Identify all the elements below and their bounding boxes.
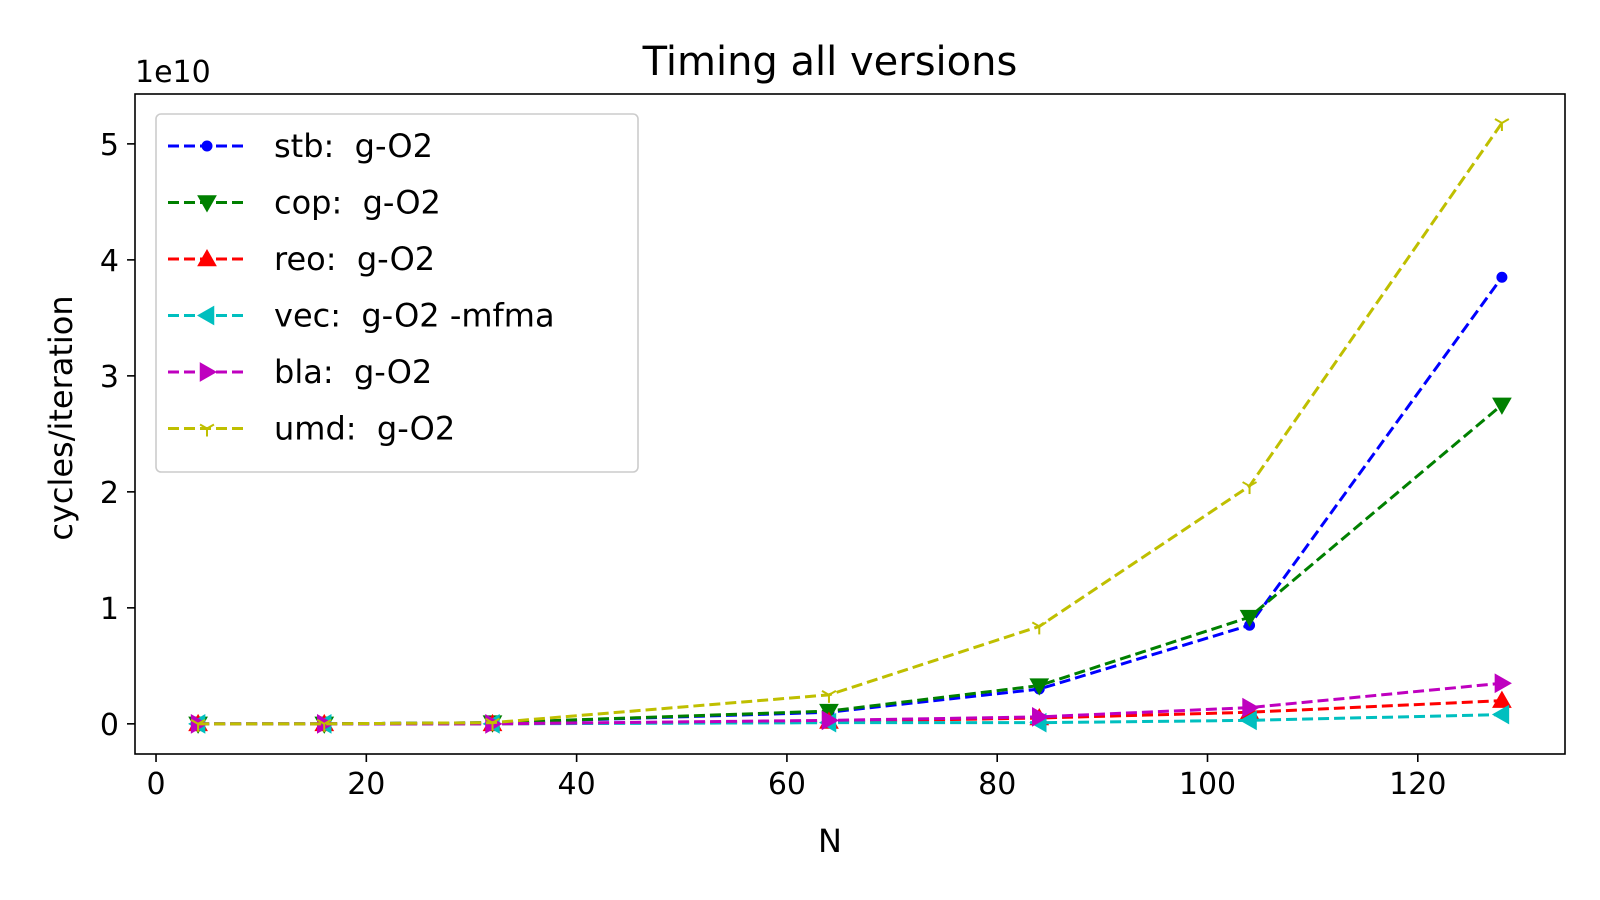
plot-series — [188, 118, 1512, 734]
legend-entry-1: cop: g-O2 — [168, 184, 441, 222]
legend-marker — [199, 362, 218, 382]
x-axis-title: N — [818, 822, 842, 860]
data-point — [1496, 271, 1508, 283]
y-tick-label: 1 — [100, 592, 119, 627]
data-point — [1031, 621, 1047, 635]
legend-marker — [196, 305, 215, 326]
data-point — [1242, 697, 1260, 718]
tri-stroke — [1242, 481, 1251, 487]
tri-stroke — [1031, 621, 1040, 628]
tri-stroke — [206, 423, 215, 430]
x-tick-label: 80 — [978, 767, 1016, 802]
legend-label: vec: g-O2 -mfma — [274, 297, 555, 335]
data-point — [1492, 397, 1512, 415]
tri-stroke — [197, 718, 206, 725]
data-point — [1242, 481, 1258, 495]
data-point — [1029, 678, 1050, 696]
axis-ticks: 0 20 40 60 80 100 120 0 1 2 3 4 5 — [100, 128, 1447, 802]
tri-stroke — [821, 689, 830, 696]
y-tick-label: 2 — [100, 476, 119, 511]
legend-marker — [197, 248, 217, 267]
legend-entry-5: umd: g-O2 — [168, 410, 455, 448]
data-point — [821, 710, 839, 731]
series-2 — [188, 690, 1512, 732]
y-tick-label: 0 — [100, 708, 119, 743]
legend-entry-4: bla: g-O2 — [168, 353, 432, 391]
legend-label: reo: g-O2 — [274, 240, 435, 278]
data-point — [1494, 673, 1512, 694]
data-point — [1032, 707, 1050, 727]
legend-entry-2: reo: g-O2 — [168, 240, 435, 278]
legend-marker — [201, 140, 213, 152]
y-offset-label: 1e10 — [135, 55, 211, 90]
y-tick-label: 4 — [100, 244, 119, 279]
legend: stb: g-O2 cop: g-O2 reo: g-O2 vec: g-O2 -mf… — [155, 113, 639, 473]
tri-stroke — [1501, 118, 1510, 124]
data-point — [1239, 710, 1257, 731]
data-point — [821, 689, 837, 703]
x-tick-label: 100 — [1179, 767, 1236, 802]
y-axis-title: cycles/iteration — [42, 295, 80, 540]
legend-label: cop: g-O2 — [274, 184, 441, 222]
x-tick-label: 120 — [1389, 767, 1446, 802]
tri-stroke — [828, 689, 837, 696]
tri-stroke — [316, 718, 325, 725]
legend-marker — [197, 195, 217, 213]
chart-title: Timing all versions — [642, 39, 1018, 85]
legend-label: stb: g-O2 — [274, 127, 433, 165]
y-tick-label: 5 — [100, 128, 119, 163]
legend-label: umd: g-O2 — [274, 410, 455, 448]
legend-box — [155, 113, 639, 473]
tri-stroke — [1494, 118, 1503, 124]
data-point — [190, 718, 206, 732]
legend-marker — [199, 423, 215, 437]
tri-stroke — [492, 717, 500, 724]
y-tick-label: 3 — [100, 360, 119, 395]
tri-stroke — [323, 718, 332, 725]
data-point — [1492, 690, 1512, 708]
x-tick-label: 20 — [347, 767, 385, 802]
tri-stroke — [1038, 621, 1047, 628]
tri-stroke — [1249, 481, 1258, 487]
x-tick-label: 40 — [558, 767, 596, 802]
tri-stroke — [485, 717, 493, 724]
tri-stroke — [190, 718, 199, 725]
plot-frame — [134, 93, 1566, 755]
legend-entry-0: stb: g-O2 — [168, 127, 433, 165]
data-point — [1494, 118, 1510, 131]
legend-entry-3: vec: g-O2 -mfma — [168, 297, 555, 335]
data-point — [1239, 609, 1260, 628]
x-tick-label: 0 — [146, 767, 165, 802]
data-point — [1491, 704, 1510, 725]
legend-label: bla: g-O2 — [274, 353, 432, 391]
data-point — [316, 718, 332, 732]
series-5 — [190, 118, 1510, 732]
x-tick-label: 60 — [768, 767, 806, 802]
tri-stroke — [199, 423, 208, 430]
series-4 — [190, 673, 1512, 734]
data-point — [485, 717, 500, 731]
